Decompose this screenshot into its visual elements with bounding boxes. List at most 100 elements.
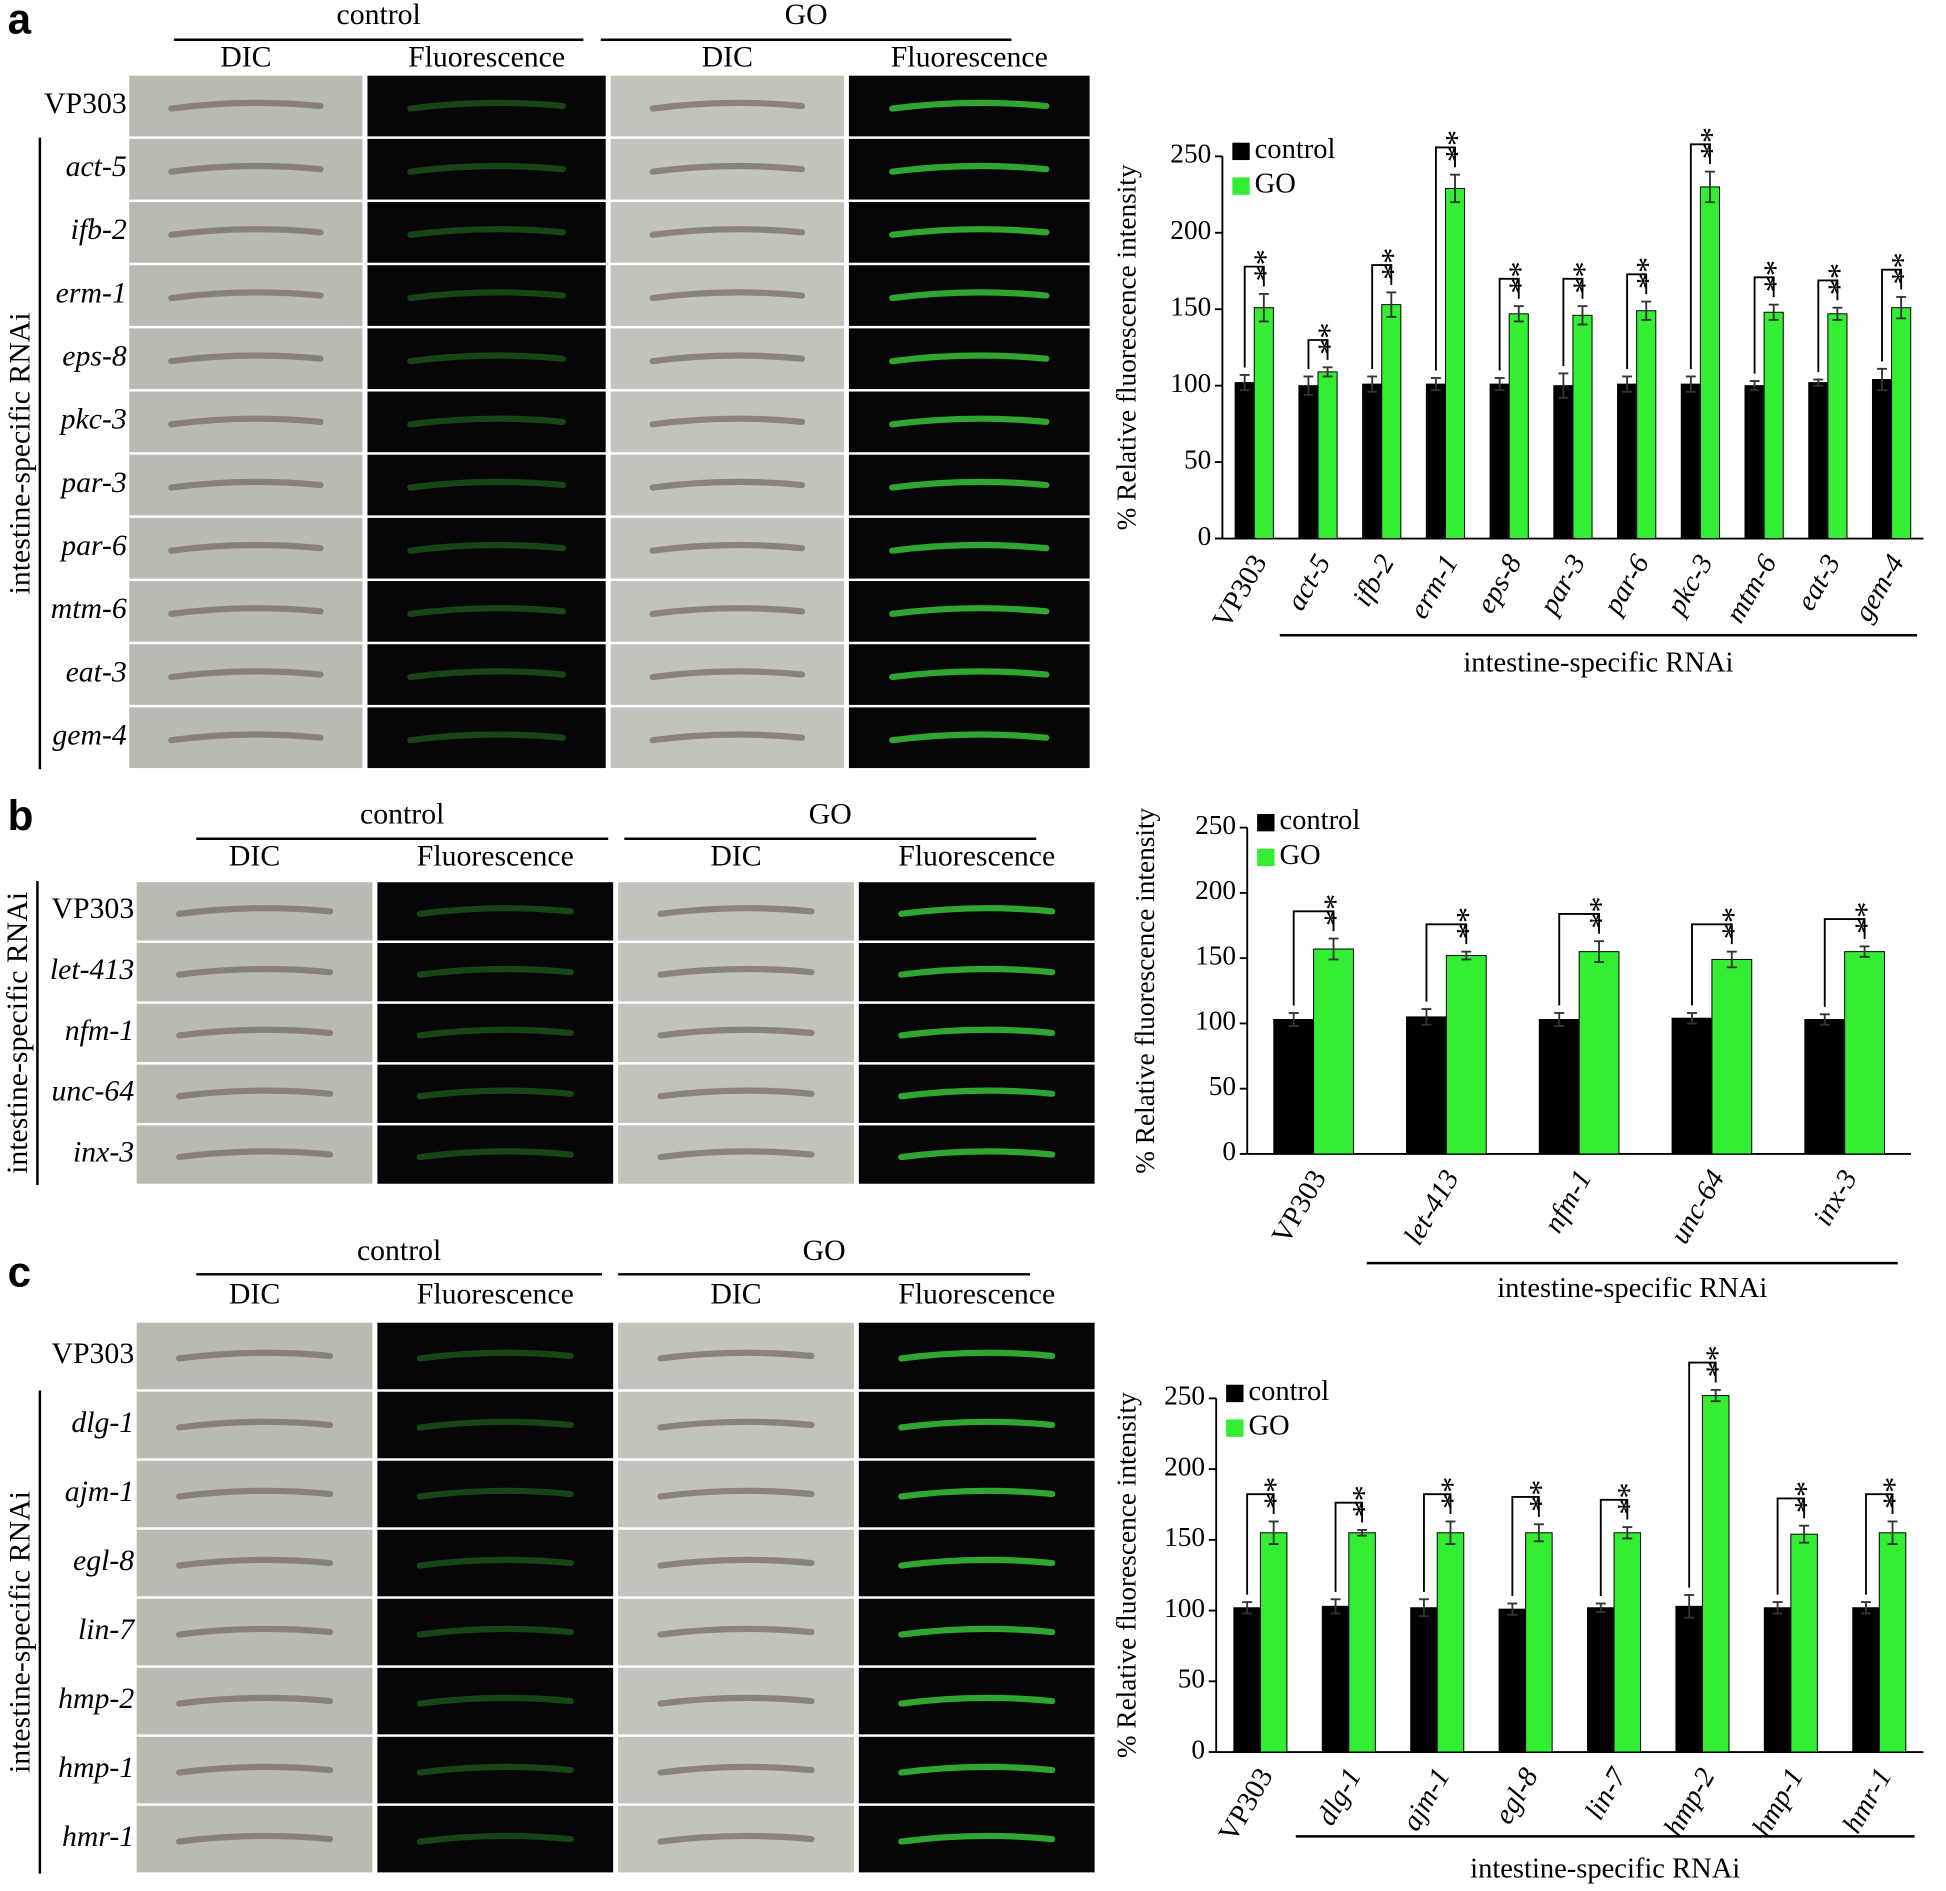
legend-swatch [1232, 177, 1250, 195]
bar [1671, 1017, 1713, 1155]
worm-fluorescence [898, 905, 1056, 917]
bar [1578, 951, 1620, 1155]
worm [176, 1418, 334, 1431]
panel-label: a [8, 0, 32, 42]
x-tick-label: eat-3 [1791, 550, 1847, 616]
legend-label: GO [1248, 1411, 1289, 1442]
x-tick-label: ajm-1 [1396, 1763, 1456, 1836]
worm-fluorescence [889, 289, 1050, 302]
worm [176, 1026, 334, 1039]
group-label: GO [809, 797, 852, 830]
legend-label: control [1279, 805, 1360, 836]
bar [1381, 304, 1402, 540]
worm-fluorescence [898, 1694, 1056, 1707]
row-label: eat-3 [66, 655, 127, 688]
significance-label: ** [1450, 907, 1486, 939]
significance-label: ** [1247, 249, 1283, 281]
worm [649, 162, 806, 175]
legend-swatch [1226, 1384, 1244, 1403]
worm [649, 605, 806, 617]
worm-fluorescence [416, 1026, 574, 1039]
x-tick-label: hmr-1 [1837, 1763, 1898, 1838]
worm [168, 731, 324, 744]
bar [1489, 383, 1510, 540]
group-label: control [360, 797, 444, 830]
significance-bracket [1599, 1498, 1629, 1597]
worm [649, 668, 806, 681]
worm [176, 965, 334, 978]
bar [1808, 382, 1829, 540]
panel-label: b [8, 792, 34, 839]
worm [657, 1087, 815, 1100]
y-tick-label: 200 [1195, 875, 1236, 905]
legend-swatch [1226, 1419, 1244, 1437]
fluorescence-image [377, 1003, 614, 1063]
fluorescence-image [367, 265, 606, 326]
bar [1321, 1605, 1350, 1753]
worm [649, 226, 806, 238]
worm-fluorescence [416, 1418, 574, 1431]
row-label: egl-8 [73, 1544, 134, 1577]
bar [1852, 1607, 1880, 1753]
x-tick-label: inx-3 [1808, 1165, 1864, 1231]
x-tick-label: gem-4 [1848, 550, 1910, 627]
worm-fluorescence [407, 99, 566, 112]
worm-fluorescence [889, 605, 1050, 617]
worm [657, 965, 815, 978]
worm [168, 668, 324, 681]
worm-fluorescence [407, 541, 566, 554]
worm-fluorescence [898, 1087, 1056, 1100]
y-tick-label: 200 [1170, 215, 1211, 245]
worm-fluorescence [416, 1087, 574, 1100]
significance-label: ** [1345, 1485, 1381, 1517]
worm-fluorescence [889, 731, 1050, 744]
fluorescence-image [367, 75, 606, 137]
worm [176, 1832, 334, 1845]
bar [1587, 1607, 1615, 1753]
bar [1804, 1019, 1846, 1155]
significance-label: ** [1566, 261, 1602, 293]
legend-label: control [1248, 1376, 1329, 1407]
row-label: hmp-1 [58, 1751, 134, 1784]
significance-bracket [1562, 277, 1584, 366]
fluorescence-image [377, 882, 614, 941]
bar [1273, 1019, 1315, 1155]
significance-label: ** [1522, 1480, 1558, 1512]
worm [657, 1625, 815, 1638]
worm-fluorescence [407, 352, 566, 365]
fluorescence-image [367, 707, 606, 769]
worm [168, 478, 324, 491]
bar [1790, 1533, 1818, 1753]
worm [657, 905, 815, 917]
worm [657, 1694, 815, 1707]
x-tick-label: pkc-3 [1660, 550, 1720, 622]
worm [649, 99, 806, 112]
worm [168, 99, 324, 112]
group-label: control [336, 0, 420, 31]
x-tick-label: hmp-1 [1747, 1763, 1810, 1842]
row-label: lin-7 [78, 1613, 135, 1646]
row-label: gem-4 [52, 719, 127, 752]
legend-label: GO [1279, 840, 1320, 871]
worm-fluorescence [416, 1349, 574, 1362]
column-label: DIC [710, 1277, 761, 1310]
bar [1362, 383, 1383, 540]
significance-label: ** [1876, 1477, 1912, 1509]
y-tick-label: 250 [1164, 1381, 1205, 1411]
legend-label: GO [1255, 169, 1296, 200]
worm-fluorescence [407, 668, 566, 681]
bar [1891, 307, 1912, 540]
significance-bracket [1691, 923, 1733, 1006]
significance-label: ** [1821, 263, 1857, 295]
bar [1234, 382, 1255, 540]
significance-bracket [1689, 143, 1711, 370]
worm [657, 1763, 815, 1776]
x-tick-label: act-5 [1281, 550, 1337, 616]
column-label: DIC [229, 1277, 280, 1310]
row-label: pkc-3 [59, 403, 127, 436]
significance-label: ** [1434, 1477, 1470, 1509]
significance-bracket [1626, 273, 1648, 370]
bar [1827, 313, 1848, 540]
bar [1253, 307, 1274, 540]
significance-label: ** [1311, 323, 1347, 355]
